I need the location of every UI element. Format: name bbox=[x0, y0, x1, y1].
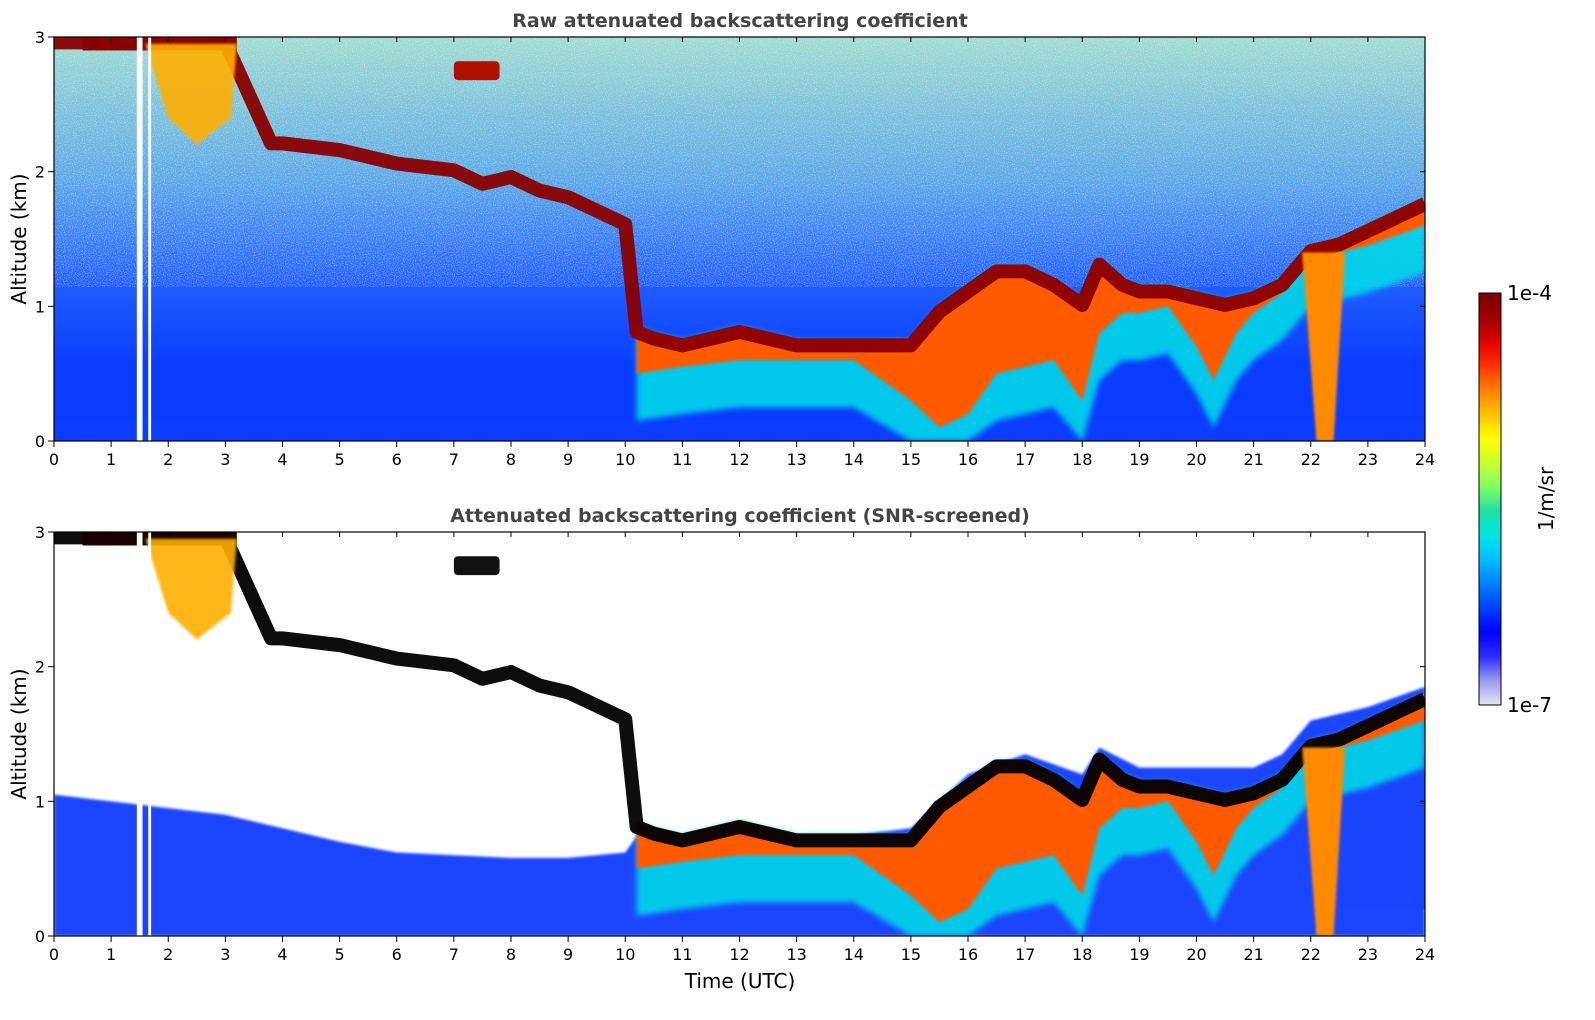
x-tick-label: 0 bbox=[49, 945, 59, 964]
data-gap bbox=[136, 532, 143, 936]
x-tick-label: 21 bbox=[1243, 450, 1263, 469]
cirrus-fallstreak bbox=[145, 538, 237, 640]
x-tick-label: 1 bbox=[106, 945, 116, 964]
screened-backscatter-panel: Attenuated backscattering coefficient (S… bbox=[7, 505, 1435, 993]
x-tick-label: 24 bbox=[1415, 450, 1435, 469]
x-tick-label: 8 bbox=[506, 450, 516, 469]
x-tick-label: 22 bbox=[1301, 450, 1321, 469]
colorbar-gradient bbox=[1478, 292, 1502, 706]
x-tick-label: 6 bbox=[392, 945, 402, 964]
x-tick-label: 11 bbox=[672, 450, 692, 469]
colorbar-max-label: 1e-4 bbox=[1507, 281, 1552, 305]
x-tick-label: 4 bbox=[277, 945, 287, 964]
x-tick-label: 7 bbox=[449, 450, 459, 469]
x-tick-label: 15 bbox=[901, 945, 921, 964]
x-tick-label: 6 bbox=[392, 450, 402, 469]
elevated-patch bbox=[453, 61, 500, 81]
x-tick-label: 10 bbox=[615, 450, 635, 469]
x-tick-label: 19 bbox=[1129, 945, 1149, 964]
raw-noise-overlay bbox=[54, 37, 1425, 287]
x-tick-label: 5 bbox=[335, 450, 345, 469]
raw-heatmap bbox=[54, 37, 1425, 441]
x-tick-label: 7 bbox=[449, 945, 459, 964]
x-tick-label: 16 bbox=[958, 450, 978, 469]
x-tick-label: 20 bbox=[1186, 450, 1206, 469]
x-tick-label: 18 bbox=[1072, 945, 1092, 964]
screened-y-axis-label: Altitude (km) bbox=[7, 668, 31, 799]
precip-streak bbox=[1302, 747, 1346, 936]
x-tick-label: 22 bbox=[1301, 945, 1321, 964]
raw-axes: 0 1 2 3 4 5 6 7 8 9 10 11 12 13 14 15 16 17 18 19 20 21 22 23 24… bbox=[35, 28, 1435, 469]
x-tick-label: 17 bbox=[1015, 450, 1035, 469]
y-tick-label: 1 bbox=[35, 297, 45, 316]
x-tick-label: 9 bbox=[563, 450, 573, 469]
x-tick-label: 3 bbox=[220, 945, 230, 964]
cloud-layer-body bbox=[636, 693, 1425, 923]
x-tick-label: 14 bbox=[844, 945, 864, 964]
x-tick-label: 3 bbox=[220, 450, 230, 469]
x-tick-label: 9 bbox=[563, 945, 573, 964]
cloud-layer-body bbox=[636, 198, 1425, 428]
colorbar-min-label: 1e-7 bbox=[1507, 693, 1552, 717]
y-tick-label: 0 bbox=[35, 432, 45, 451]
x-tick-label: 18 bbox=[1072, 450, 1092, 469]
x-tick-label: 0 bbox=[49, 450, 59, 469]
x-tick-label: 17 bbox=[1015, 945, 1035, 964]
elevated-patch bbox=[453, 556, 500, 576]
x-tick-label: 12 bbox=[729, 450, 749, 469]
x-tick-label: 19 bbox=[1129, 450, 1149, 469]
y-tick-label: 2 bbox=[35, 163, 45, 182]
y-tick-label: 2 bbox=[35, 658, 45, 677]
precip-streak bbox=[1302, 252, 1346, 441]
raw-panel-title: Raw attenuated backscattering coefficien… bbox=[512, 10, 968, 32]
y-tick-label: 3 bbox=[35, 28, 45, 47]
cirrus-fallstreak bbox=[145, 43, 237, 145]
x-tick-label: 12 bbox=[729, 945, 749, 964]
y-tick-label: 0 bbox=[35, 927, 45, 946]
x-tick-label: 24 bbox=[1415, 945, 1435, 964]
x-tick-label: 4 bbox=[277, 450, 287, 469]
screened-axes: 0 1 2 3 4 5 6 7 8 9 10 11 12 13 14 15 16 17 18 19 20 21 22 23 24… bbox=[35, 523, 1435, 964]
x-tick-label: 23 bbox=[1358, 450, 1378, 469]
y-tick-label: 3 bbox=[35, 523, 45, 542]
screened-cloud-features bbox=[54, 532, 1425, 936]
x-axis-label: Time (UTC) bbox=[684, 969, 796, 993]
x-tick-label: 21 bbox=[1243, 945, 1263, 964]
x-tick-label: 5 bbox=[335, 945, 345, 964]
x-tick-label: 13 bbox=[786, 450, 806, 469]
x-tick-label: 13 bbox=[786, 945, 806, 964]
raw-backscatter-panel: Raw attenuated backscattering coefficien… bbox=[7, 10, 1435, 469]
screened-panel-title: Attenuated backscattering coefficient (S… bbox=[450, 505, 1030, 527]
colorbar-unit-label: 1/m/sr bbox=[1534, 466, 1558, 531]
y-tick-label: 1 bbox=[35, 792, 45, 811]
data-gap bbox=[148, 532, 152, 936]
raw-cloud-features bbox=[54, 37, 1425, 441]
data-gap bbox=[148, 37, 152, 441]
x-tick-label: 23 bbox=[1358, 945, 1378, 964]
x-tick-label: 1 bbox=[106, 450, 116, 469]
cloud-top-line bbox=[54, 37, 1425, 353]
x-tick-label: 2 bbox=[163, 945, 173, 964]
x-tick-label: 11 bbox=[672, 945, 692, 964]
x-tick-label: 15 bbox=[901, 450, 921, 469]
x-tick-label: 10 bbox=[615, 945, 635, 964]
x-tick-label: 2 bbox=[163, 450, 173, 469]
x-tick-label: 20 bbox=[1186, 945, 1206, 964]
cloud-top-line bbox=[54, 532, 1425, 848]
x-tick-label: 14 bbox=[844, 450, 864, 469]
x-tick-label: 8 bbox=[506, 945, 516, 964]
screened-heatmap bbox=[54, 532, 1425, 936]
data-gap bbox=[136, 37, 143, 441]
x-tick-label: 16 bbox=[958, 945, 978, 964]
colorbar: 1e-4 1e-7 1/m/sr bbox=[1478, 281, 1558, 717]
raw-y-axis-label: Altitude (km) bbox=[7, 173, 31, 304]
